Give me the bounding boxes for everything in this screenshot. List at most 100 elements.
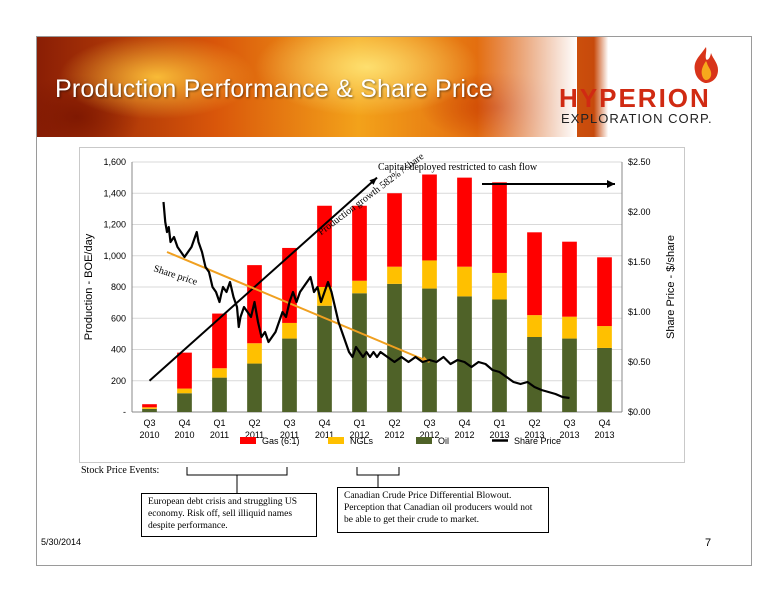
x-tick-label: Q1	[213, 418, 225, 428]
bar-oil	[212, 377, 227, 412]
x-tick-label: 2012	[419, 430, 439, 440]
event-brackets	[186, 467, 400, 493]
slide-date: 5/30/2014	[41, 537, 82, 547]
bar-oil	[247, 363, 262, 412]
y-tick-label: 600	[111, 313, 126, 323]
event-bracket-1	[186, 467, 288, 476]
legend-swatch	[240, 437, 256, 444]
event-box-debt-crisis: European debt crisis and struggling US e…	[141, 493, 317, 537]
x-tick-label: Q4	[318, 418, 330, 428]
y-tick-label: 1,600	[103, 157, 126, 167]
bar-gas-6-1-	[387, 193, 402, 267]
company-logo: HYPERION EXPLORATION CORP.	[559, 45, 749, 131]
page-number: 7	[705, 537, 712, 549]
capital-arrow-head	[607, 180, 615, 188]
y-tick-label: -	[123, 407, 126, 417]
x-tick-label: Q3	[563, 418, 575, 428]
bar-oil	[597, 347, 612, 412]
y-tick-label: 200	[111, 376, 126, 386]
x-tick-label: 2012	[384, 430, 404, 440]
y2-tick-label: $1.50	[628, 257, 651, 267]
production-share-price-chart: - 200 400 600 800 1,000 1,200 1,400 1,600 $0.00 $0…	[83, 151, 677, 446]
page-title: Production Performance & Share Price	[55, 75, 493, 103]
bar-ngls	[492, 272, 507, 300]
chart-area: - 200 400 600 800 1,000 1,200 1,400 1,600 $0.00 $0…	[79, 147, 685, 463]
bar-gas-6-1-	[317, 205, 332, 287]
flame-icon	[694, 47, 718, 83]
x-tick-label: Q4	[598, 418, 610, 428]
bar-oil	[317, 305, 332, 412]
logo-subtitle: EXPLORATION CORP.	[561, 111, 713, 126]
bar-gas-6-1-	[562, 241, 577, 317]
legend-label: Share Price	[514, 436, 561, 446]
bar-ngls	[422, 260, 437, 289]
events-label: Stock Price Events:	[81, 465, 160, 476]
x-tick-label: 2013	[489, 430, 509, 440]
x-tick-label: 2010	[174, 430, 194, 440]
x-tick-label: Q3	[143, 418, 155, 428]
bar-oil	[422, 288, 437, 412]
x-tick-label: 2011	[315, 430, 334, 440]
x-tick-label: Q2	[248, 418, 260, 428]
y2-axis-title: Share Price - $/share	[665, 235, 677, 339]
y-axis-title: Production - BOE/day	[83, 233, 95, 340]
legend-swatch	[328, 437, 344, 444]
bar-gas-6-1-	[457, 177, 472, 267]
bar-ngls	[527, 315, 542, 337]
y2-tick-label: $0.00	[628, 407, 651, 417]
legend-label: Oil	[438, 436, 449, 446]
bar-ngls	[597, 326, 612, 348]
legend-swatch	[416, 437, 432, 444]
legend-label: Gas (6:1)	[262, 436, 300, 446]
production-trend-line	[148, 176, 378, 382]
x-tick-label: 2010	[139, 430, 159, 440]
x-tick-label: Q4	[458, 418, 470, 428]
x-tick-label: 2011	[210, 430, 229, 440]
share-price-trend-line	[166, 251, 430, 363]
bar-oil	[282, 338, 297, 412]
y2-tick-label: $2.50	[628, 157, 651, 167]
bar-gas-6-1-	[177, 352, 192, 389]
bar-ngls	[177, 388, 192, 394]
bar-oil	[177, 393, 192, 412]
x-tick-label: Q3	[283, 418, 295, 428]
bar-gas-6-1-	[492, 182, 507, 273]
bar-ngls	[387, 266, 402, 284]
x-tick-label: 2011	[280, 430, 299, 440]
y-tick-label: 1,400	[103, 188, 126, 198]
bar-gas-6-1-	[527, 232, 542, 316]
bar-ngls	[247, 343, 262, 364]
y-tick-label: 1,000	[103, 251, 126, 261]
bar-oil	[562, 338, 577, 412]
bar-gas-6-1-	[212, 313, 227, 369]
y-tick-label: 800	[111, 282, 126, 292]
y2-tick-label: $1.00	[628, 307, 651, 317]
bar-ngls	[457, 266, 472, 297]
bar-oil	[457, 296, 472, 412]
y2-tick-label: $0.50	[628, 357, 651, 367]
bar-gas-6-1-	[352, 205, 367, 281]
y-tick-label: 1,200	[103, 220, 126, 230]
x-tick-label: Q1	[353, 418, 365, 428]
x-tick-label: 2011	[245, 430, 264, 440]
bar-oil	[492, 299, 507, 412]
bar-gas-6-1-	[422, 174, 437, 261]
x-tick-label: 2012	[349, 430, 369, 440]
capital-annotation: Capital deployed restricted to cash flow	[378, 162, 538, 173]
bar-ngls	[562, 316, 577, 339]
share-price-line	[162, 201, 570, 400]
production-trend-arrowhead	[369, 177, 377, 185]
y-tick-label: 400	[111, 345, 126, 355]
x-tick-label: 2013	[559, 430, 579, 440]
bar-gas-6-1-	[142, 404, 157, 408]
x-tick-label: Q2	[528, 418, 540, 428]
bar-oil	[527, 337, 542, 412]
x-tick-label: Q2	[388, 418, 400, 428]
x-tick-label: 2013	[524, 430, 544, 440]
x-tick-label: 2012	[454, 430, 474, 440]
y2-tick-label: $2.00	[628, 207, 651, 217]
x-tick-label: Q1	[493, 418, 505, 428]
x-tick-label: 2013	[594, 430, 614, 440]
title-banner: Production Performance & Share Price HYP…	[37, 37, 751, 137]
bar-ngls	[352, 280, 367, 294]
